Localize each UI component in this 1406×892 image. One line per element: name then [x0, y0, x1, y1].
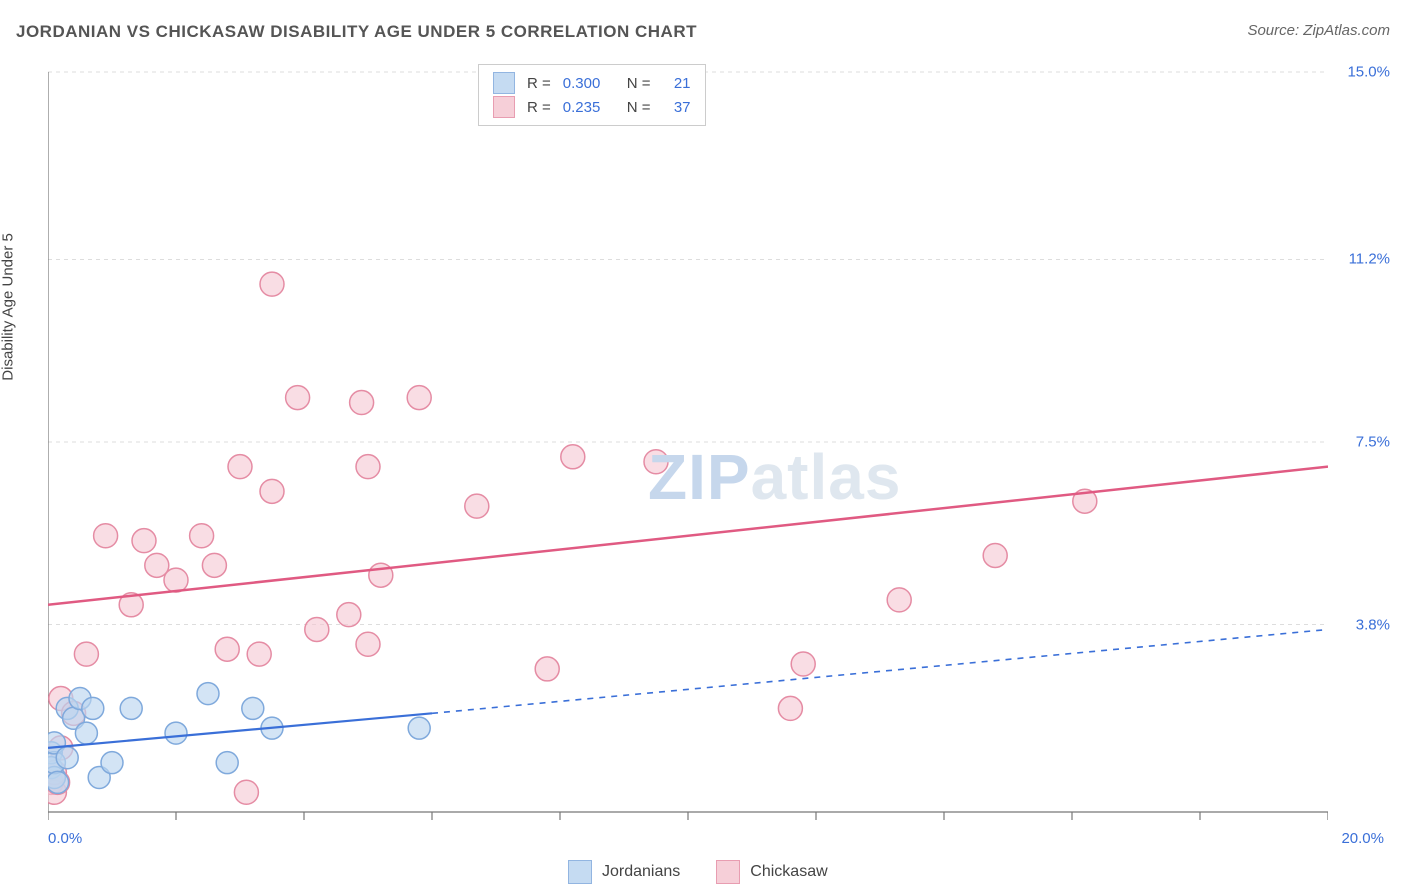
- legend-swatch-icon: [493, 96, 515, 118]
- data-point: [242, 697, 264, 719]
- data-point: [132, 529, 156, 553]
- legend-n-label: N =: [627, 75, 651, 92]
- legend-item: Jordanians: [568, 860, 680, 884]
- data-point: [216, 752, 238, 774]
- data-point: [337, 603, 361, 627]
- data-point: [234, 780, 258, 804]
- x-axis-max-label: 20.0%: [1341, 830, 1384, 847]
- legend-r-label: R =: [527, 99, 551, 116]
- y-grid-label: 11.2%: [1349, 251, 1390, 268]
- data-point: [887, 588, 911, 612]
- data-point: [101, 752, 123, 774]
- data-point: [535, 657, 559, 681]
- chart-title: JORDANIAN VS CHICKASAW DISABILITY AGE UN…: [16, 22, 697, 42]
- data-point: [350, 391, 374, 415]
- data-point: [407, 386, 431, 410]
- data-point: [94, 524, 118, 548]
- data-point: [465, 494, 489, 518]
- legend-r-value: 0.235: [563, 99, 615, 116]
- data-point: [778, 696, 802, 720]
- legend-swatch-icon: [493, 72, 515, 94]
- y-grid-label: 15.0%: [1347, 64, 1390, 81]
- data-point: [202, 553, 226, 577]
- trend-line-jordanians: [48, 713, 432, 748]
- data-point: [305, 617, 329, 641]
- legend-item: Chickasaw: [716, 860, 827, 884]
- legend-series-label: Jordanians: [602, 863, 680, 881]
- trend-line-jordanians-extrapolated: [432, 629, 1328, 713]
- y-grid-label: 3.8%: [1356, 616, 1390, 633]
- legend-n-value: 37: [663, 99, 691, 116]
- legend-series: Jordanians Chickasaw: [568, 860, 828, 884]
- legend-r-label: R =: [527, 75, 551, 92]
- x-axis-min-label: 0.0%: [48, 830, 82, 847]
- data-point: [56, 747, 78, 769]
- data-point: [165, 722, 187, 744]
- data-point: [791, 652, 815, 676]
- data-point: [644, 450, 668, 474]
- legend-row: R = 0.235 N = 37: [493, 95, 691, 119]
- data-point: [561, 445, 585, 469]
- legend-correlation: R = 0.300 N = 21 R = 0.235 N = 37: [478, 64, 706, 126]
- data-point: [48, 771, 69, 793]
- chart-area: ZIPatlas R =0.300N =21R =0.235N =37 Jord…: [48, 60, 1328, 840]
- data-point: [120, 697, 142, 719]
- data-point: [356, 455, 380, 479]
- data-point: [197, 683, 219, 705]
- data-point: [260, 272, 284, 296]
- trend-line-chickasaw: [48, 467, 1328, 605]
- legend-swatch-icon: [568, 860, 592, 884]
- data-point: [74, 642, 98, 666]
- legend-series-label: Chickasaw: [750, 863, 827, 881]
- data-point: [356, 632, 380, 656]
- data-point: [190, 524, 214, 548]
- legend-n-label: N =: [627, 99, 651, 116]
- legend-row: R = 0.300 N = 21: [493, 71, 691, 95]
- data-point: [215, 637, 239, 661]
- y-axis-label: Disability Age Under 5: [0, 233, 17, 381]
- legend-swatch-icon: [716, 860, 740, 884]
- scatter-plot: [48, 60, 1328, 840]
- data-point: [286, 386, 310, 410]
- data-point: [228, 455, 252, 479]
- data-point: [82, 697, 104, 719]
- data-point: [408, 717, 430, 739]
- data-point: [75, 722, 97, 744]
- data-point: [247, 642, 271, 666]
- legend-r-value: 0.300: [563, 75, 615, 92]
- data-point: [983, 543, 1007, 567]
- y-grid-label: 7.5%: [1356, 434, 1390, 451]
- source-label: Source: ZipAtlas.com: [1247, 22, 1390, 39]
- legend-n-value: 21: [663, 75, 691, 92]
- data-point: [260, 479, 284, 503]
- data-point: [164, 568, 188, 592]
